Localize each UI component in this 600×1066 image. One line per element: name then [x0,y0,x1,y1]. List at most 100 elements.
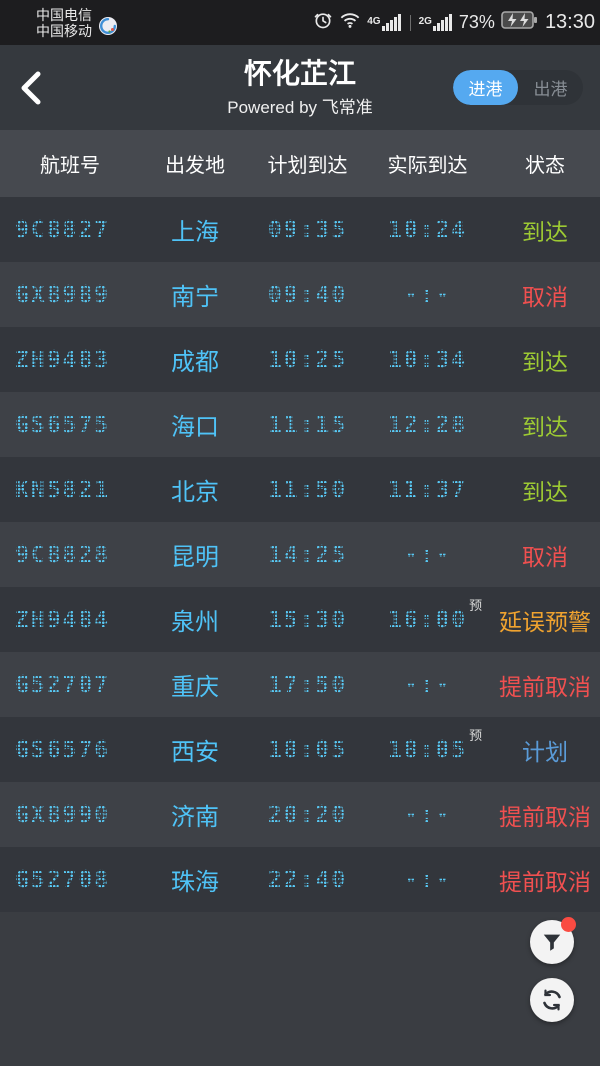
flight-number: 9C8827 [0,217,140,243]
origin-city: 西安 [171,739,219,766]
signal-2g: 2G [419,14,453,31]
flight-row[interactable]: GS6576 西安 18:05 18:05 预 计划 [0,717,600,782]
scheduled-arrival-time: 11:50 [250,477,365,503]
col-status: 状态 [525,155,565,177]
flight-number: GS6576 [0,737,140,763]
carrier-line2: 中国移动 [36,22,92,39]
status-label: 取消 [522,543,568,570]
scheduled-arrival-time: 14:25 [250,542,365,568]
flight-number: G52708 [0,867,140,893]
status-label: 延误预警 [499,608,591,635]
origin-city: 成都 [171,349,219,376]
actual-arrival-time: 18:05 [387,736,468,763]
origin-city: 海口 [171,414,219,441]
flight-row[interactable]: 9C8827 上海 09:35 10:24 到达 [0,197,600,262]
flight-number: ZH9484 [0,607,140,633]
status-label: 到达 [522,218,568,245]
origin-city: 南宁 [171,284,219,311]
flight-number: KN5821 [0,477,140,503]
battery-icon [501,11,537,34]
origin-city: 珠海 [171,869,219,896]
page-subtitle: Powered by 飞常准 [227,97,373,117]
scheduled-arrival-time: 09:35 [250,217,365,243]
flight-row[interactable]: G52708 珠海 22:40 -:- 提前取消 [0,847,600,912]
scheduled-arrival-time: 17:50 [250,672,365,698]
status-label: 提前取消 [499,803,591,830]
origin-city: 北京 [171,479,219,506]
scheduled-arrival-time: 20:20 [250,802,365,828]
origin-city: 重庆 [171,674,219,701]
scheduled-arrival-time: 10:25 [250,347,365,373]
status-label: 到达 [522,348,568,375]
actual-arrival-cell: -:- [365,672,490,698]
actual-arrival-time: -:- [403,541,452,568]
col-origin: 出发地 [165,155,225,177]
divider [409,14,411,31]
network-type-label: 4G [367,16,381,27]
actual-arrival-cell: 18:05 预 [365,728,490,763]
actual-arrival-time: -:- [403,281,452,308]
status-label: 提前取消 [499,673,591,700]
table-header: 航班号 出发地 计划到达 实际到达 状态 [0,130,600,197]
actual-arrival-cell: 10:34 [365,347,490,373]
status-label: 取消 [522,283,568,310]
flight-row[interactable]: KN5821 北京 11:50 11:37 到达 [0,457,600,522]
refresh-button[interactable] [530,978,574,1022]
scheduled-arrival-time: 15:30 [250,607,365,633]
actual-arrival-time: -:- [403,671,452,698]
actual-arrival-time: 16:00 [387,606,468,633]
flight-row[interactable]: GX8990 济南 20:20 -:- 提前取消 [0,782,600,847]
flight-row[interactable]: G52707 重庆 17:50 -:- 提前取消 [0,652,600,717]
scheduled-arrival-time: 18:05 [250,737,365,763]
estimated-superscript: 预 [469,597,483,613]
col-scheduled: 计划到达 [267,155,348,177]
tab-arrivals[interactable]: 进港 [453,70,518,105]
actual-arrival-time: 11:37 [387,476,468,503]
actual-arrival-cell: -:- [365,542,490,568]
tab-departures[interactable]: 出港 [518,70,583,105]
battery-percent: 73% [458,12,495,32]
scheduled-arrival-time: 22:40 [250,867,365,893]
actual-arrival-cell: 12:28 [365,412,490,438]
carrier-line1: 中国电信 [36,6,92,23]
actual-arrival-time: 12:28 [387,411,468,438]
col-flight-number: 航班号 [40,155,100,177]
flight-row[interactable]: ZH9483 成都 10:25 10:34 到达 [0,327,600,392]
origin-city: 昆明 [171,544,219,571]
filter-button[interactable] [530,917,576,964]
flight-number: G52707 [0,672,140,698]
flight-number: GX8989 [0,282,140,308]
estimated-superscript: 预 [469,727,483,743]
network-type-label: 2G [418,16,432,27]
actual-arrival-time: 10:24 [387,216,468,243]
flight-row[interactable]: GX8989 南宁 09:40 -:- 取消 [0,262,600,327]
status-label: 到达 [522,478,568,505]
flight-number: GS6575 [0,412,140,438]
actual-arrival-cell: 11:37 [365,477,490,503]
actual-arrival-time: 10:34 [387,346,468,373]
back-button[interactable] [18,67,58,109]
wifi-icon [339,10,361,35]
direction-toggle: 进港 出港 [453,70,583,105]
flight-list: 9C8827 上海 09:35 10:24 到达 GX8989 南宁 09:40… [0,197,600,912]
actual-arrival-time: -:- [403,866,452,893]
refresh-icon [543,989,561,1011]
actual-arrival-cell: 16:00 预 [365,598,490,633]
origin-city: 济南 [171,804,219,831]
app-header: 怀化芷江 Powered by 飞常准 进港 出港 [0,45,600,130]
back-chevron-icon [21,71,41,105]
actual-arrival-cell: -:- [365,282,490,308]
actual-arrival-cell: -:- [365,802,490,828]
flight-row[interactable]: GS6575 海口 11:15 12:28 到达 [0,392,600,457]
filter-badge [561,917,576,932]
funnel-icon [543,934,561,951]
carrier-labels: 中国电信 中国移动 [36,7,92,39]
flight-row[interactable]: ZH9484 泉州 15:30 16:00 预 延误预警 [0,587,600,652]
page-title: 怀化芷江 [243,57,356,89]
scheduled-arrival-time: 09:40 [250,282,365,308]
flight-row[interactable]: 9C8828 昆明 14:25 -:- 取消 [0,522,600,587]
alarm-icon [313,10,333,35]
origin-city: 泉州 [171,609,219,636]
flight-number: ZH9483 [0,347,140,373]
